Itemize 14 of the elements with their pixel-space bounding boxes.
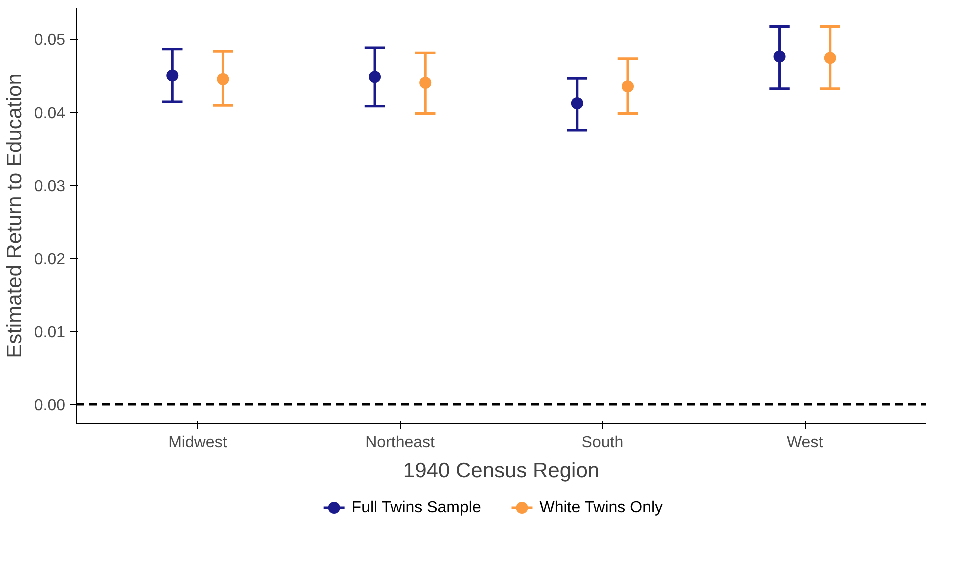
legend-label: White Twins Only <box>540 500 664 516</box>
y-axis-title: Estimated Return to Education <box>3 74 26 358</box>
y-tick-label: 0.03 <box>34 178 66 196</box>
x-tick-label: West <box>786 434 824 452</box>
x-tick-label: South <box>582 434 624 452</box>
y-tick-label: 0.05 <box>34 32 66 50</box>
legend-label: Full Twins Sample <box>352 500 482 516</box>
x-axis-title: 1940 Census Region <box>403 460 600 482</box>
x-tick-label: Northeast <box>366 434 436 452</box>
y-tick-label: 0.04 <box>34 105 66 122</box>
y-tick-label: 0.00 <box>34 398 66 415</box>
y-tick-label: 0.01 <box>34 324 66 342</box>
x-tick-label: Midwest <box>168 434 228 452</box>
y-tick-label: 0.02 <box>34 251 66 268</box>
